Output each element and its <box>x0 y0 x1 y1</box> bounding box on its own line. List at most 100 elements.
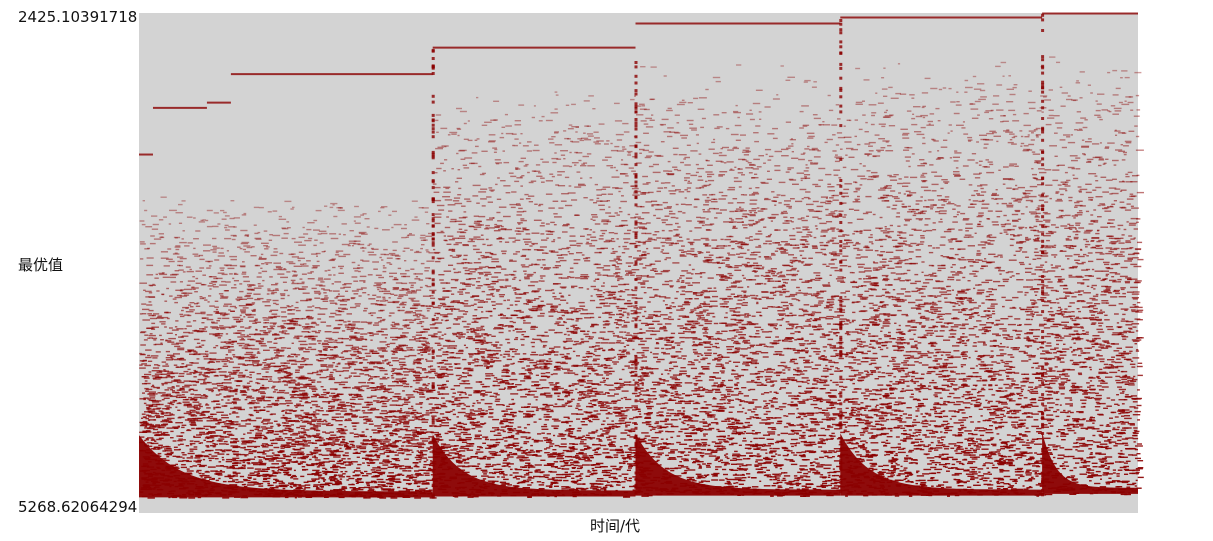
population-point <box>297 443 305 445</box>
population-point <box>160 251 168 253</box>
population-point <box>219 418 222 421</box>
population-point <box>266 455 274 457</box>
population-point <box>510 453 518 456</box>
population-point <box>225 229 230 231</box>
population-point <box>516 233 522 235</box>
population-point <box>206 446 210 448</box>
population-point <box>321 423 329 425</box>
population-point <box>381 405 388 408</box>
population-point <box>221 417 229 419</box>
population-point <box>201 411 210 413</box>
population-point <box>390 327 398 330</box>
population-point <box>160 458 167 460</box>
population-point <box>382 267 387 269</box>
population-point <box>291 237 296 240</box>
population-point <box>277 397 286 400</box>
population-point <box>289 359 297 361</box>
population-point <box>405 412 413 415</box>
population-point <box>333 399 339 402</box>
population-point <box>337 337 344 340</box>
population-point <box>329 374 333 376</box>
population-point <box>342 429 348 431</box>
population-point <box>155 413 160 415</box>
population-point <box>164 453 172 456</box>
population-point <box>567 400 573 402</box>
population-point <box>233 273 239 275</box>
population-point <box>171 358 174 360</box>
population-point <box>355 357 362 360</box>
population-point <box>417 358 424 360</box>
population-point <box>311 321 316 324</box>
population-point <box>203 394 206 396</box>
population-point <box>225 354 228 356</box>
population-point <box>382 403 387 405</box>
population-point <box>454 202 463 205</box>
population-point <box>223 290 229 292</box>
population-point <box>512 415 517 417</box>
population-point <box>235 385 241 387</box>
population-point <box>220 295 224 297</box>
population-point <box>382 412 388 415</box>
population-point <box>368 312 371 315</box>
population-point <box>217 385 224 387</box>
population-point <box>396 345 402 348</box>
population-point <box>527 463 531 465</box>
population-point <box>246 395 253 397</box>
population-point <box>288 428 294 431</box>
population-point <box>267 211 272 213</box>
population-point <box>216 277 223 280</box>
population-point <box>208 457 215 459</box>
population-point <box>426 447 433 449</box>
population-point <box>258 258 267 260</box>
population-point <box>291 342 294 344</box>
population-point <box>174 252 178 254</box>
population-point <box>554 131 559 133</box>
population-point <box>215 423 220 425</box>
population-point <box>247 467 254 469</box>
population-point <box>185 311 194 313</box>
population-point <box>273 454 280 456</box>
population-point <box>179 295 188 297</box>
population-point <box>388 488 394 490</box>
population-point <box>369 351 374 353</box>
population-point <box>280 447 285 449</box>
population-point <box>195 408 200 411</box>
population-point <box>255 411 260 413</box>
population-point <box>359 336 364 338</box>
population-point <box>178 416 185 418</box>
population-point <box>313 484 322 486</box>
population-point <box>242 276 249 278</box>
population-point <box>373 284 381 287</box>
population-point <box>370 247 374 250</box>
population-point <box>277 372 281 374</box>
population-point <box>170 376 175 378</box>
population-point <box>402 319 407 321</box>
population-point <box>386 363 390 365</box>
population-point <box>239 247 243 250</box>
population-point <box>353 375 361 377</box>
population-point <box>203 250 211 252</box>
population-point <box>292 474 296 477</box>
population-point <box>382 360 387 362</box>
population-point <box>333 347 336 349</box>
population-point <box>148 284 156 286</box>
population-point <box>284 371 291 374</box>
population-point <box>144 425 148 428</box>
population-point <box>398 328 404 330</box>
population-point <box>393 458 398 460</box>
population-point <box>569 425 572 427</box>
population-point <box>328 478 333 480</box>
population-point <box>256 363 263 366</box>
population-point <box>199 464 207 467</box>
population-point <box>388 297 391 299</box>
population-point <box>504 113 508 116</box>
population-point <box>318 230 327 232</box>
population-point <box>370 407 376 410</box>
population-point <box>613 363 617 365</box>
population-point <box>315 394 321 396</box>
population-point <box>429 446 433 448</box>
population-point <box>210 426 217 428</box>
population-point <box>144 248 150 250</box>
population-point <box>400 408 403 410</box>
population-point <box>499 481 507 483</box>
